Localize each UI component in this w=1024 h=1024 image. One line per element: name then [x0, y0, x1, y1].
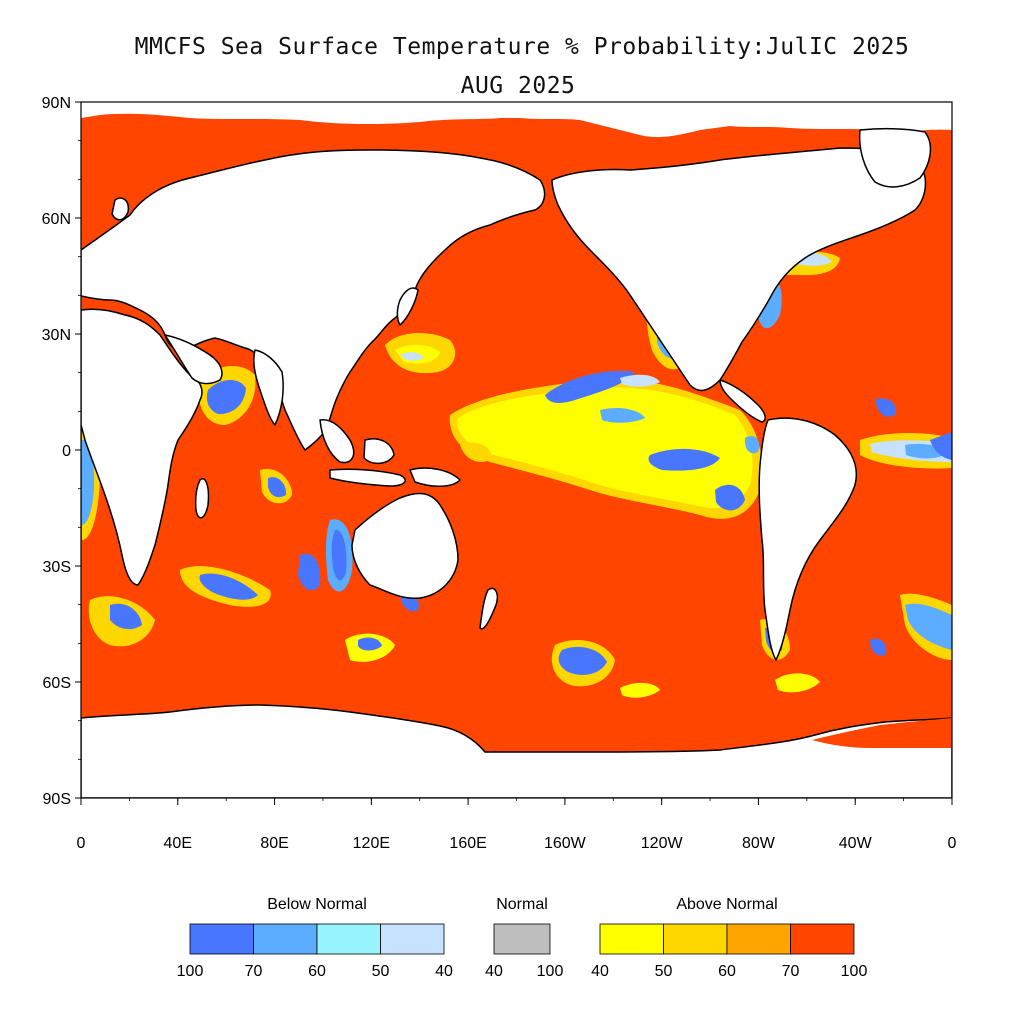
lat-axis: 90N 60N 30N 0 30S 60S 90S	[42, 95, 81, 808]
south-america	[758, 417, 857, 661]
new-zealand-islands	[479, 587, 499, 630]
australia	[351, 492, 459, 599]
below-legend-tick: 40	[435, 963, 453, 980]
southeast-asia	[319, 419, 355, 464]
below-legend-swatch	[380, 923, 445, 955]
antarctic-peninsula-ocean	[812, 718, 952, 748]
lon-tick-label: 40E	[164, 835, 192, 852]
arctic-region	[81, 102, 952, 138]
lon-axis: 0 40E 80E 120E 160E 160W 120W 80W 40W 0	[77, 798, 957, 852]
below-legend-tick: 70	[245, 963, 263, 980]
equatorial-pacific-anomaly	[449, 370, 762, 519]
antarctica	[81, 704, 952, 798]
arabian-peninsula	[164, 334, 223, 385]
normal-legend-label: Normal	[496, 896, 548, 913]
japan-islands	[396, 287, 419, 326]
below-legend-swatch	[253, 923, 318, 955]
lat-tick-label: 30N	[42, 327, 71, 344]
lon-tick-label: 160W	[544, 835, 587, 852]
below-legend-label: Below Normal	[267, 896, 367, 913]
british-isles	[111, 197, 130, 221]
map-subtitle: AUG 2025	[460, 73, 576, 99]
africa	[81, 308, 203, 586]
below-legend-swatch	[189, 923, 254, 955]
above-legend-tick: 100	[841, 963, 868, 980]
above-legend-swatch	[663, 923, 728, 955]
madagascar-island	[194, 478, 210, 519]
lon-tick-label: 80E	[260, 835, 288, 852]
above-legend-tick: 50	[655, 963, 673, 980]
above-legend-swatch	[726, 923, 791, 955]
lon-tick-label: 0	[77, 835, 86, 852]
indian-ocean-anomaly	[180, 365, 491, 607]
below-legend-swatch	[316, 923, 381, 955]
lon-tick-label: 120E	[353, 835, 390, 852]
above-legend-swatch	[599, 923, 664, 955]
north-america	[551, 147, 927, 392]
india	[253, 349, 284, 426]
borneo-island	[363, 438, 395, 464]
above-legend-tick: 70	[782, 963, 800, 980]
above-legend-label: Above Normal	[676, 896, 777, 913]
atlantic-anomaly	[758, 251, 952, 660]
above-legend-tick: 40	[591, 963, 609, 980]
indonesia-islands	[329, 468, 406, 487]
legend: Below Normal 100 70 60 50 40 Normal 40 100 Above …	[177, 896, 868, 980]
lon-tick-label: 0	[948, 835, 957, 852]
below-legend-tick: 50	[372, 963, 390, 980]
lat-tick-label: 60S	[43, 675, 71, 692]
lon-tick-label: 160E	[449, 835, 486, 852]
map-title: MMCFS Sea Surface Temperature % Probabil…	[134, 34, 910, 60]
central-america	[719, 379, 766, 423]
lat-tick-label: 90N	[42, 95, 71, 112]
normal-legend-tick: 100	[537, 963, 564, 980]
normal-legend-swatch	[493, 923, 551, 955]
land-masses	[81, 102, 952, 798]
lon-tick-label: 40W	[839, 835, 873, 852]
lat-tick-label: 0	[62, 443, 71, 460]
above-legend-swatch	[790, 923, 855, 955]
lon-tick-label: 80W	[742, 835, 776, 852]
new-guinea-island	[409, 467, 461, 487]
above-legend-tick: 60	[718, 963, 736, 980]
lat-tick-label: 60N	[42, 211, 71, 228]
lon-tick-label: 120W	[641, 835, 684, 852]
normal-legend-tick: 40	[485, 963, 503, 980]
lat-tick-label: 30S	[43, 559, 71, 576]
lat-tick-label: 90S	[43, 791, 71, 808]
below-legend-tick: 60	[308, 963, 326, 980]
greenland	[858, 127, 932, 188]
below-legend-tick: 100	[177, 963, 204, 980]
